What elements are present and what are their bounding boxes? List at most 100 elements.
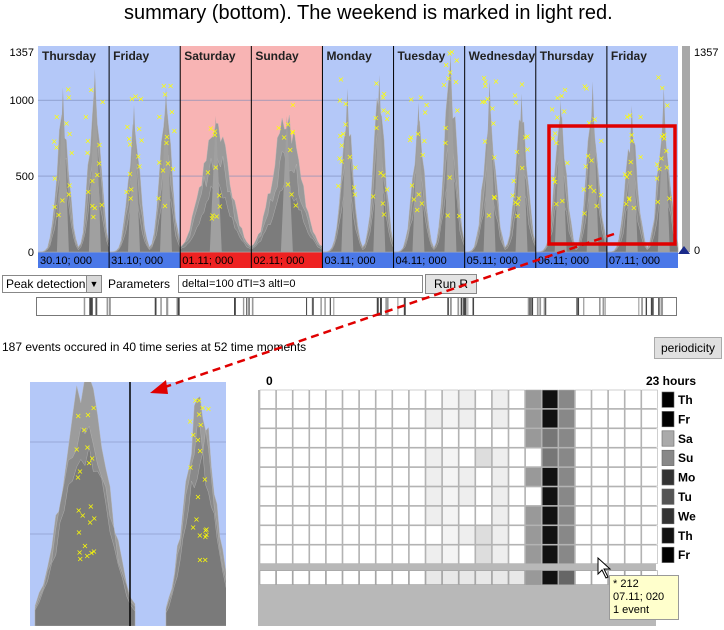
event-marker: × bbox=[163, 138, 170, 147]
grid-cell bbox=[392, 389, 409, 409]
grid-cell bbox=[425, 389, 442, 409]
chevron-down-icon[interactable]: ▼ bbox=[86, 276, 101, 292]
event-marker: × bbox=[484, 94, 491, 103]
event-marker: × bbox=[381, 89, 388, 98]
event-marker: × bbox=[338, 75, 345, 84]
event-marker: × bbox=[79, 511, 86, 520]
grid-cell bbox=[541, 447, 559, 467]
grid-cell bbox=[409, 447, 426, 467]
events-summary: 187 events occured in 40 time series at … bbox=[2, 340, 307, 354]
grid-cell bbox=[309, 506, 326, 526]
event-marker: × bbox=[443, 60, 450, 69]
parameters-input[interactable]: deltaI=100 dTI=3 altI=0 bbox=[178, 275, 424, 293]
event-marker: × bbox=[201, 475, 208, 484]
grid-cell bbox=[309, 409, 326, 429]
grid-cell bbox=[425, 428, 442, 448]
event-marker: × bbox=[81, 426, 88, 435]
periodicity-button[interactable]: periodicity bbox=[654, 337, 723, 359]
event-marker: × bbox=[415, 190, 422, 199]
event-marker: × bbox=[337, 131, 344, 140]
peak-spike bbox=[483, 80, 496, 252]
row-label: Th bbox=[678, 393, 693, 407]
y-tick-label: 0 bbox=[28, 247, 34, 259]
event-marker: × bbox=[288, 190, 295, 199]
event-timeline-strip bbox=[36, 297, 677, 316]
event-marker: × bbox=[167, 81, 174, 90]
event-marker: × bbox=[419, 151, 426, 160]
event-marker: × bbox=[554, 94, 561, 103]
summary-cell bbox=[359, 570, 376, 585]
event-marker: × bbox=[553, 200, 560, 209]
grid-cell bbox=[276, 506, 293, 526]
grid-cell bbox=[259, 409, 276, 429]
event-marker: × bbox=[373, 123, 380, 132]
grid-cell bbox=[292, 467, 310, 487]
grid-cell bbox=[525, 467, 542, 487]
time-series-chart[interactable]: × × × × × × × × × × × × × × × × × × × × × × × × × × × × × × × × × × × × × × × ×… bbox=[0, 40, 724, 272]
event-marker: × bbox=[482, 81, 489, 90]
row-total-swatch bbox=[661, 527, 675, 544]
event-marker: × bbox=[336, 154, 343, 163]
grid-cell bbox=[475, 486, 492, 506]
event-marker: × bbox=[98, 201, 105, 210]
event-marker: × bbox=[490, 119, 497, 128]
grid-cell bbox=[409, 389, 426, 409]
event-marker: × bbox=[217, 202, 224, 211]
grid-cell bbox=[375, 409, 393, 429]
date-label: 07.11; 000 bbox=[609, 255, 660, 267]
event-marker: × bbox=[132, 92, 139, 101]
date-label: 31.10; 000 bbox=[111, 255, 163, 267]
event-marker: × bbox=[418, 93, 425, 102]
summary-cell bbox=[458, 570, 476, 585]
event-marker: × bbox=[588, 156, 595, 165]
event-marker: × bbox=[190, 523, 197, 532]
grid-cell bbox=[259, 428, 276, 448]
summary-cell bbox=[442, 570, 459, 585]
peak-spike bbox=[209, 116, 222, 252]
grid-cell bbox=[525, 428, 542, 448]
method-select[interactable]: Peak detection ▼ bbox=[2, 275, 102, 293]
zoomed-detail-chart: ××××××××××××××××××××××××××××××××××××××××… bbox=[30, 382, 226, 626]
grid-cell bbox=[591, 525, 608, 545]
run-button[interactable]: Run R bbox=[425, 274, 478, 294]
event-marker: × bbox=[380, 106, 387, 115]
event-marker: × bbox=[94, 170, 101, 179]
event-marker: × bbox=[340, 130, 347, 139]
event-marker: × bbox=[564, 158, 571, 167]
date-label: 01.11; 000 bbox=[182, 255, 233, 267]
event-marker: × bbox=[171, 127, 178, 136]
event-marker: × bbox=[654, 160, 661, 169]
grid-cell bbox=[575, 506, 592, 526]
event-marker: × bbox=[442, 123, 449, 132]
event-marker: × bbox=[73, 445, 80, 454]
event-marker: × bbox=[85, 136, 92, 145]
grid-cell bbox=[309, 544, 326, 564]
event-marker: × bbox=[654, 174, 661, 183]
grid-cell bbox=[259, 525, 276, 545]
peak-spike bbox=[56, 87, 69, 252]
grid-cell bbox=[409, 409, 426, 429]
grid-cell bbox=[575, 447, 592, 467]
event-marker: × bbox=[285, 120, 292, 129]
event-marker: × bbox=[199, 404, 206, 413]
grid-cell bbox=[292, 506, 310, 526]
grid-cell bbox=[641, 525, 658, 545]
grid-cell bbox=[458, 486, 476, 506]
periodicity-grid[interactable]: 0 23 hours Th Fr Sa Su Mo Tu We Th Fr bbox=[258, 374, 708, 626]
summary-cell bbox=[575, 570, 592, 585]
grid-cell bbox=[359, 525, 376, 545]
event-marker: × bbox=[486, 211, 493, 220]
grid-cell bbox=[575, 409, 592, 429]
grid-cell bbox=[558, 525, 575, 545]
figure-caption: summary (bottom). The weekend is marked … bbox=[124, 2, 613, 24]
peak-spike bbox=[625, 105, 638, 252]
grid-cell bbox=[292, 389, 310, 409]
peak-spike bbox=[444, 53, 457, 252]
event-marker: × bbox=[51, 202, 58, 211]
event-marker: × bbox=[408, 95, 415, 104]
grid-cell bbox=[326, 486, 343, 506]
grid-cell bbox=[508, 389, 525, 409]
event-marker: × bbox=[202, 556, 209, 565]
grid-cell bbox=[492, 428, 509, 448]
event-marker: × bbox=[626, 168, 633, 177]
